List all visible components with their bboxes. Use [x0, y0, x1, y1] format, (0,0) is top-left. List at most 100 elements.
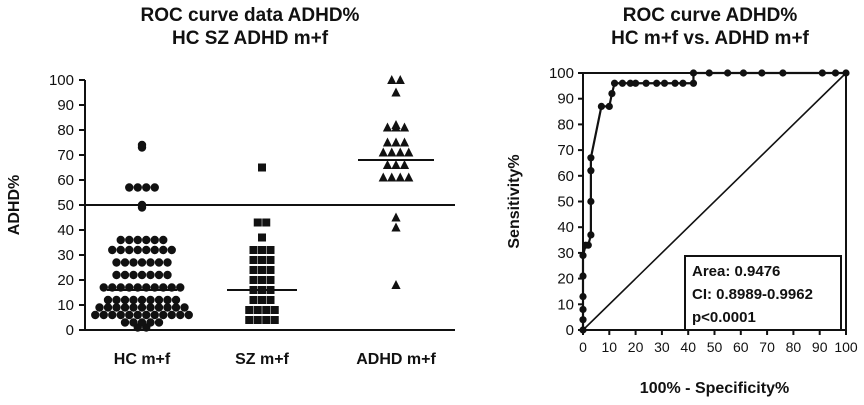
- roc-point: [587, 167, 595, 175]
- y-tick-label: 80: [57, 122, 74, 139]
- data-point-circle: [150, 310, 159, 320]
- y-tick-label: 40: [57, 222, 74, 239]
- data-point-square: [258, 163, 266, 172]
- data-point-circle: [167, 310, 176, 320]
- roc-stat-p: p<0.0001: [692, 309, 756, 326]
- data-point-circle: [154, 258, 164, 267]
- y-tick-label: 20: [557, 271, 574, 288]
- data-point-triangle: [382, 122, 393, 132]
- scatter-plot: 0 10 20 30 40 50 60 70 80 90 100 ADHD% HC m+f SZ m+f A…: [6, 72, 455, 368]
- data-point-triangle: [395, 172, 405, 182]
- y-tick-label: 30: [557, 245, 574, 262]
- data-point-circle: [108, 245, 117, 255]
- data-point-circle: [116, 245, 125, 255]
- roc-curve-line: [581, 71, 846, 330]
- data-point-square: [249, 276, 258, 284]
- data-point-triangle: [382, 160, 393, 169]
- category-label: SZ m+f: [235, 351, 289, 368]
- data-point-square: [258, 246, 266, 254]
- data-point-circle: [142, 183, 151, 192]
- data-point-triangle: [399, 137, 410, 147]
- data-point-triangle: [382, 137, 393, 147]
- data-point-circle: [116, 235, 125, 245]
- data-point-circle: [133, 235, 142, 245]
- roc-title-line2: HC m+f vs. ADHD m+f: [611, 28, 809, 49]
- data-point-triangle: [387, 147, 397, 157]
- y-tick-label: 40: [557, 219, 574, 236]
- x-tick-label: 10: [602, 339, 618, 355]
- data-point-circle: [95, 303, 104, 312]
- roc-point: [587, 197, 595, 206]
- data-point-circle: [133, 283, 142, 292]
- roc-stat-ci: CI: 0.8989-0.9962: [692, 286, 813, 303]
- scatter-chart-title: ROC curve data ADHD% HC SZ ADHD m+f: [80, 4, 420, 50]
- data-point-circle: [103, 303, 113, 312]
- scatter-title-line2: HC SZ ADHD m+f: [171, 28, 329, 49]
- x-tick-label: 100: [834, 339, 858, 355]
- data-point-square: [262, 218, 271, 227]
- x-axis-label: 100% - Specificity%: [640, 380, 789, 397]
- roc-point: [842, 69, 850, 77]
- data-point-square: [253, 218, 262, 227]
- data-point-square: [266, 256, 275, 264]
- x-tick-label: 50: [707, 339, 723, 355]
- data-point-circle: [129, 318, 138, 327]
- y-tick-label: 10: [57, 297, 74, 314]
- data-point-circle: [184, 310, 193, 320]
- data-point-circle: [137, 318, 147, 327]
- data-point-circle: [163, 295, 172, 305]
- roc-point: [660, 79, 669, 87]
- data-point-circle: [120, 258, 130, 267]
- roc-point: [758, 69, 766, 77]
- data-point-square: [249, 246, 258, 254]
- data-point-circle: [133, 183, 142, 192]
- data-point-square: [266, 276, 275, 284]
- roc-point: [632, 79, 640, 87]
- data-point-triangle: [395, 147, 405, 157]
- data-point-circle: [133, 245, 142, 255]
- y-tick-label: 50: [57, 197, 74, 214]
- data-point-square: [266, 296, 275, 304]
- data-point-triangle: [387, 172, 397, 182]
- scatter-title-line1: ROC curve data ADHD%: [140, 5, 360, 26]
- data-point-circle: [159, 235, 168, 245]
- data-point-square: [249, 266, 258, 274]
- data-point-circle: [154, 318, 164, 327]
- data-point-circle: [116, 310, 125, 320]
- data-point-triangle: [391, 160, 401, 169]
- data-point-circle: [146, 295, 155, 305]
- x-tick-label: 0: [579, 339, 587, 355]
- x-tick-label: 40: [680, 339, 696, 355]
- data-point-circle: [112, 303, 121, 312]
- data-point-triangle: [399, 160, 410, 169]
- data-point-square: [258, 256, 266, 264]
- roc-point: [739, 69, 748, 77]
- roc-point: [689, 69, 698, 77]
- y-tick-label: 80: [557, 116, 574, 133]
- data-point-square: [258, 286, 266, 294]
- y-tick-label: 0: [66, 322, 74, 339]
- data-point-circle: [163, 258, 172, 267]
- data-point-circle: [167, 283, 176, 292]
- data-point-square: [266, 286, 275, 294]
- roc-point: [579, 292, 587, 301]
- y-tick-label: 60: [557, 168, 574, 185]
- x-tick-label: 80: [786, 339, 802, 355]
- data-point-circle: [180, 303, 189, 312]
- data-point-circle: [137, 295, 147, 305]
- x-tick-label: 60: [733, 339, 749, 355]
- roc-point: [779, 69, 787, 77]
- data-point-circle: [159, 283, 168, 292]
- roc-point: [587, 154, 595, 162]
- data-point-square: [249, 286, 258, 294]
- roc-point: [724, 69, 732, 77]
- data-point-circle: [125, 245, 134, 255]
- data-point-circle: [120, 295, 130, 305]
- data-point-circle: [125, 183, 134, 192]
- x-tick-label: 30: [654, 339, 670, 355]
- data-point-circle: [150, 245, 159, 255]
- roc-point: [608, 89, 616, 98]
- data-point-square: [253, 316, 262, 324]
- data-point-circle: [137, 270, 147, 280]
- data-point-circle: [142, 283, 151, 292]
